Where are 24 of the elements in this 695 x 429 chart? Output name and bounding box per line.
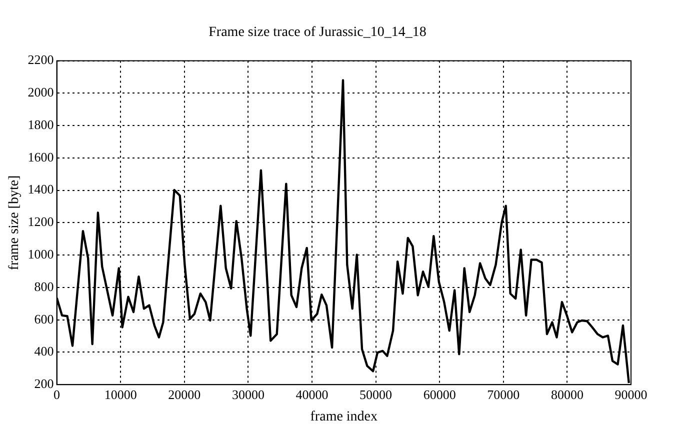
y-tick-label: 400	[34, 344, 54, 359]
y-tick-label: 800	[34, 278, 54, 294]
x-tick-label: 10000	[104, 386, 137, 402]
y-tick-label: 600	[34, 311, 54, 326]
x-tick-label: 40000	[296, 386, 328, 402]
x-tick-label: 0	[54, 386, 60, 402]
y-tick-label: 200	[34, 376, 54, 392]
x-tick-label: 30000	[232, 386, 264, 402]
y-tick-label: 1200	[28, 214, 54, 230]
y-tick-label: 1600	[28, 149, 54, 164]
y-tick-label: 1400	[28, 182, 54, 197]
y-tick-label: 2000	[28, 84, 54, 100]
x-tick-label: 80000	[550, 386, 584, 402]
x-tick-label: 70000	[487, 386, 520, 402]
y-tick-label: 1800	[28, 116, 54, 132]
y-axis-title: frame size [byte]	[7, 175, 22, 270]
x-tick-label: 90000	[614, 386, 648, 402]
x-tick-label: 20000	[168, 386, 201, 402]
chart-title: Frame size trace of Jurassic_10_14_18	[208, 25, 426, 40]
x-axis-title: frame index	[310, 409, 378, 424]
y-tick-label: 1000	[28, 246, 54, 262]
x-tick-label: 50000	[360, 386, 392, 402]
y-tick-label: 2200	[28, 52, 54, 68]
x-tick-label: 60000	[423, 386, 456, 402]
